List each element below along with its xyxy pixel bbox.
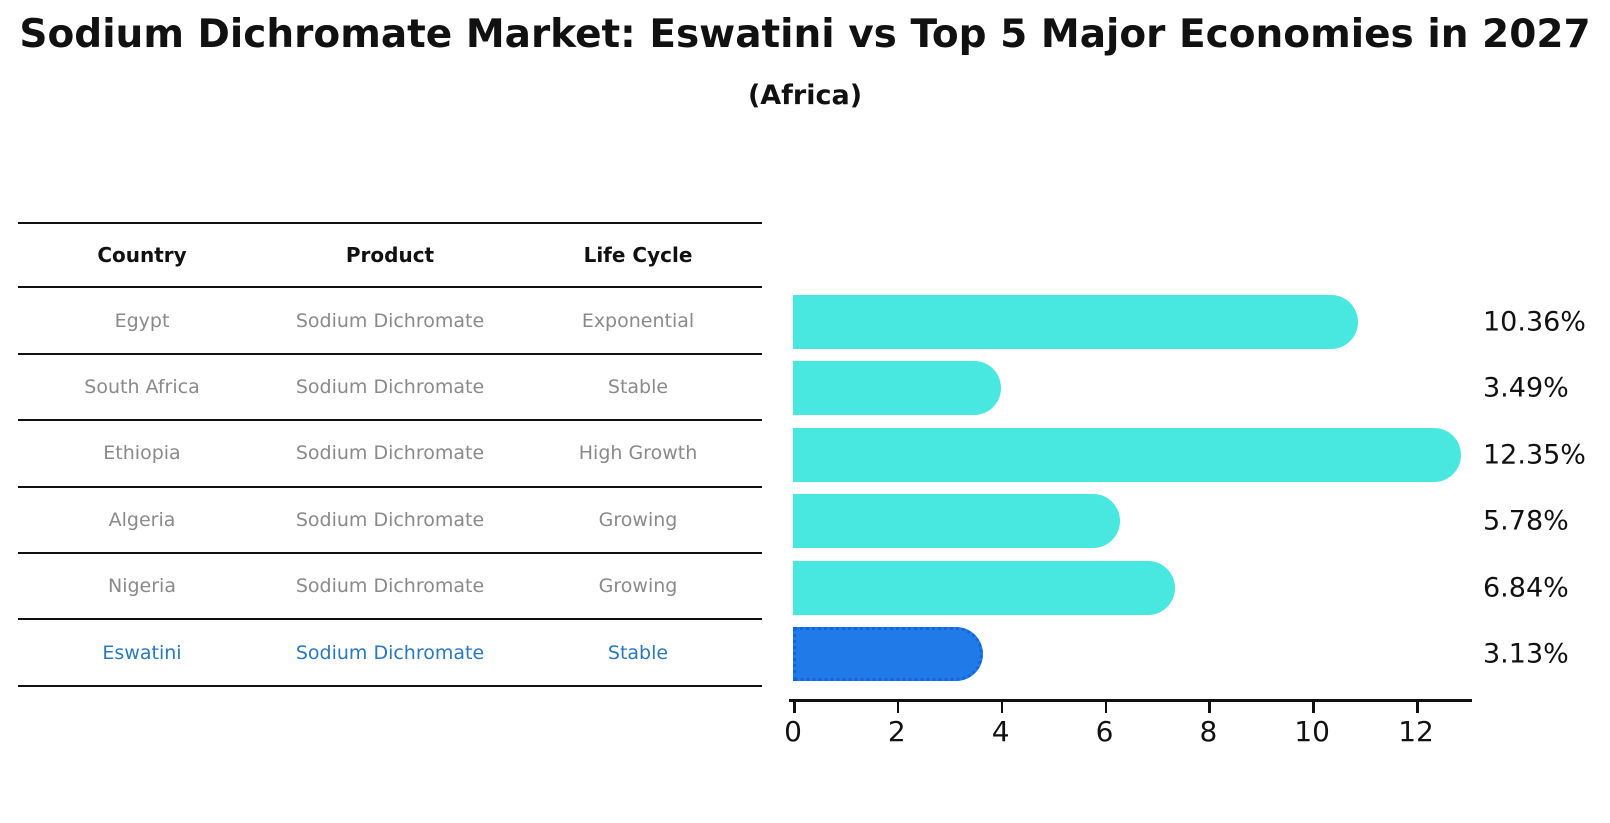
x-axis-tick [1208, 701, 1211, 713]
table-cell: South Africa [84, 375, 200, 398]
table-cell: Stable [607, 641, 669, 664]
x-axis-tick [1416, 701, 1419, 713]
comparison-table: Country Product Life Cycle Egypt Sodium Dich… [18, 222, 762, 687]
table-cell: Country [97, 243, 187, 268]
x-axis-tick-label: 10 [1294, 715, 1331, 748]
table-cell: Algeria [108, 508, 176, 531]
table-cell: Growing [598, 575, 678, 598]
table-cell: Sodium Dichromate [295, 375, 485, 398]
table-cell: Sodium Dichromate [295, 641, 485, 664]
chart-title: Sodium Dichromate Market: Eswatini vs To… [19, 12, 1591, 57]
table-cell: Stable [607, 375, 669, 398]
table-cell: Ethiopia [103, 442, 181, 465]
table-cell: Nigeria [108, 575, 176, 598]
table-cell: Sodium Dichromate [295, 508, 485, 531]
table-cell: Growing [598, 508, 678, 531]
table-row: Eswatini Sodium Dichromate Stable [18, 620, 762, 687]
x-axis-line [789, 699, 1472, 702]
bar-value-label: 5.78% [1483, 505, 1569, 537]
x-axis-tick-label: 6 [1095, 715, 1114, 748]
table-cell: Sodium Dichromate [295, 442, 485, 465]
table-row: Ethiopia Sodium Dichromate High Growth [18, 421, 762, 488]
table-cell: Exponential [581, 309, 695, 332]
x-axis-tick [1312, 701, 1315, 713]
x-axis-tick-label: 4 [991, 715, 1010, 748]
bar-value-label: 10.36% [1483, 306, 1586, 338]
table-row: Algeria Sodium Dichromate Growing [18, 488, 762, 554]
chart-subtitle: (Africa) [747, 80, 863, 111]
table-header-row: Country Product Life Cycle [18, 222, 762, 289]
table-row: Egypt Sodium Dichromate Exponential [18, 288, 762, 355]
bar-egypt [793, 295, 1358, 349]
bar-ethiopia [793, 427, 1462, 482]
table-cell: Product [345, 243, 435, 268]
x-axis-tick [1104, 701, 1108, 713]
bar-nigeria [793, 560, 1176, 615]
table-cell: Sodium Dichromate [295, 309, 485, 332]
bar-value-label: 3.13% [1483, 638, 1569, 670]
x-axis-tick [793, 701, 796, 713]
x-axis-tick [896, 701, 900, 713]
x-axis-tick-label: 8 [1199, 715, 1218, 748]
x-axis-tick-label: 12 [1398, 715, 1434, 748]
bar-value-label: 12.35% [1483, 439, 1586, 471]
bar-eswatini [793, 627, 983, 681]
bar-value-label: 6.84% [1483, 572, 1569, 604]
table-cell: Life Cycle [583, 243, 693, 268]
bar-south-africa [793, 361, 1002, 416]
table-cell: Sodium Dichromate [295, 575, 485, 598]
table-cell: High Growth [578, 442, 698, 465]
table-cell: Egypt [114, 309, 170, 332]
x-axis-tick-label: 0 [784, 715, 802, 748]
x-axis-tick [1000, 701, 1004, 713]
x-axis-tick-label: 2 [887, 715, 906, 748]
table-cell: Eswatini [102, 641, 182, 664]
table-row: Nigeria Sodium Dichromate Growing [18, 554, 762, 621]
bar-algeria [793, 494, 1121, 549]
bar-value-label: 3.49% [1483, 372, 1569, 404]
table-row: South Africa Sodium Dichromate Stable [18, 355, 762, 422]
